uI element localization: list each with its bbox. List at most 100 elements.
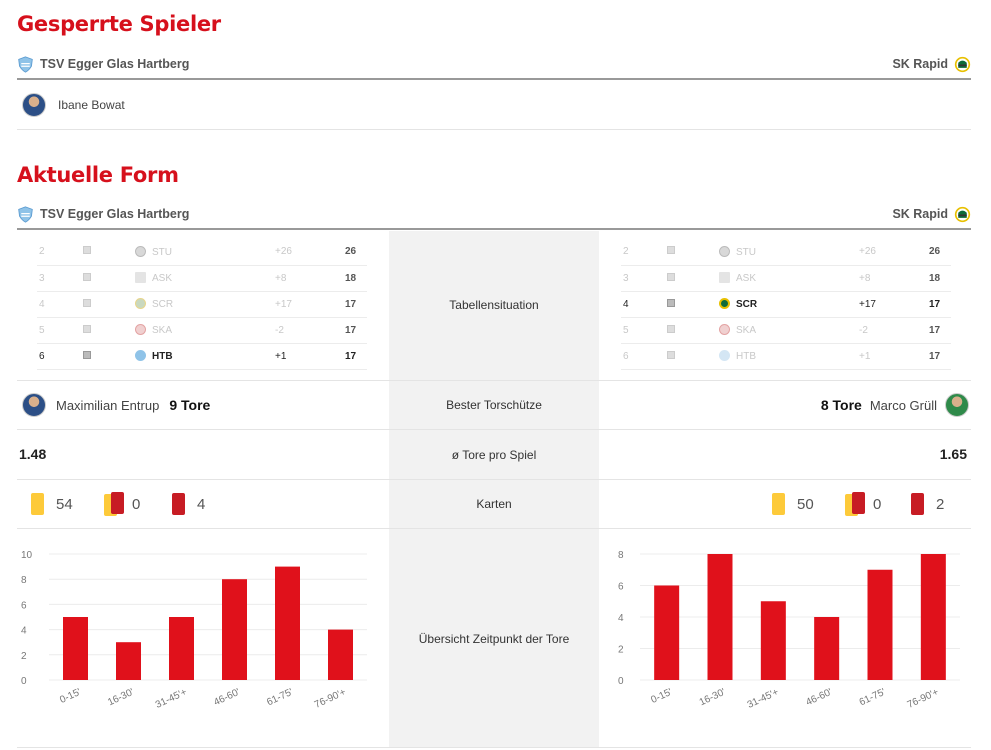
label-table: Tabellensituation [449, 298, 539, 312]
bar [707, 554, 733, 680]
yellow-red-card-icon [104, 492, 126, 516]
banned-home-team[interactable]: TSV Egger Glas Hartberg [40, 57, 190, 71]
player-avatar [22, 93, 46, 117]
form-away-team[interactable]: SK Rapid [892, 207, 948, 221]
bar [654, 585, 680, 680]
x-tick-label: 46-60' [212, 687, 242, 709]
trend-icon [83, 298, 91, 307]
x-tick-label: 31-45'+ [746, 687, 781, 711]
trend-icon [83, 246, 91, 255]
y-tick-label: 8 [21, 575, 27, 586]
table-row[interactable]: 4 SCR +17 17 [621, 291, 951, 318]
x-tick-label: 76-90'+ [906, 687, 941, 711]
label-cards: Karten [476, 497, 512, 511]
trend-icon [667, 246, 675, 255]
banned-player-row[interactable]: Ibane Bowat [22, 93, 125, 117]
banned-team-header: TSV Egger Glas Hartberg SK Rapid [17, 50, 971, 80]
y-tick-label: 4 [618, 613, 624, 624]
banned-away-team[interactable]: SK Rapid [892, 57, 948, 71]
home-cards: 54 0 4 [31, 492, 205, 516]
table-row[interactable]: 6 HTB +1 17 [621, 343, 951, 370]
away-red-count: 2 [936, 495, 945, 513]
away-scorer[interactable]: 8 Tore Marco Grüll [821, 393, 969, 417]
home-yellow-count: 54 [56, 495, 73, 513]
rapid-crest-icon [954, 56, 971, 72]
trend-icon [83, 350, 91, 359]
y-tick-label: 8 [618, 550, 624, 561]
ask-crest-icon [719, 272, 730, 283]
red-card-icon [911, 493, 924, 515]
stu-crest-icon [719, 245, 730, 257]
trend-icon [667, 324, 675, 333]
home-red-count: 4 [197, 495, 206, 513]
scr-crest-icon [135, 298, 146, 309]
hartberg-crest-icon [18, 55, 33, 73]
y-tick-label: 2 [21, 651, 27, 662]
y-tick-label: 4 [21, 626, 27, 637]
bar [63, 617, 88, 680]
home-scorer-avatar [22, 393, 46, 417]
trend-icon [83, 272, 91, 281]
away-yellowred-count: 0 [873, 495, 882, 513]
comparison-center-column [389, 231, 599, 748]
yellow-card-icon [31, 493, 44, 515]
table-row[interactable]: 2 STU +26 26 [621, 239, 951, 266]
bar [222, 579, 247, 680]
away-avg-goals: 1.65 [939, 446, 967, 462]
table-row[interactable]: 4 SCR +17 17 [37, 291, 367, 318]
bar [814, 617, 840, 680]
label-scorer: Bester Torschütze [446, 398, 542, 412]
away-scorer-avatar [945, 393, 969, 417]
away-yellow-count: 50 [797, 495, 814, 513]
home-yellowred-count: 0 [132, 495, 141, 513]
x-tick-label: 31-45'+ [154, 687, 189, 711]
table-row[interactable]: 5 SKA -2 17 [37, 317, 367, 344]
form-team-header: TSV Egger Glas Hartberg SK Rapid [17, 200, 971, 230]
bar [867, 569, 893, 680]
ska-crest-icon [719, 324, 730, 335]
bar [169, 617, 194, 680]
y-tick-label: 0 [21, 676, 27, 687]
bar [116, 642, 141, 680]
stu-crest-icon [135, 245, 146, 257]
y-tick-label: 6 [618, 582, 624, 593]
label-timing: Übersicht Zeitpunkt der Tore [418, 632, 570, 646]
x-tick-label: 61-75' [265, 687, 295, 709]
y-tick-label: 2 [618, 645, 624, 656]
x-tick-label: 0-15' [58, 687, 83, 706]
x-tick-label: 46-60' [804, 687, 834, 709]
table-row[interactable]: 3 ASK +8 18 [37, 265, 367, 292]
away-scorer-name[interactable]: Marco Grüll [869, 397, 937, 413]
home-scorer-name[interactable]: Maximilian Entrup [56, 397, 160, 413]
table-row[interactable]: 5 SKA -2 17 [621, 317, 951, 344]
bar [760, 601, 786, 680]
home-goal-timing-chart: 0 2 4 6 8 10 0-15' 16-30' 31-45'+ 46-60' 61-75' 76-… [21, 550, 367, 711]
home-scorer[interactable]: Maximilian Entrup 9 Tore [22, 393, 210, 417]
htb-crest-icon [135, 350, 146, 361]
form-home-team[interactable]: TSV Egger Glas Hartberg [40, 207, 190, 221]
scr-crest-icon [719, 298, 730, 309]
away-scorer-goals: 8 Tore [820, 397, 862, 413]
x-tick-label: 76-90'+ [313, 687, 348, 711]
x-tick-label: 16-30' [106, 687, 136, 709]
table-row[interactable]: 2 STU +26 26 [37, 239, 367, 266]
bar [920, 554, 946, 680]
yellow-card-icon [772, 493, 785, 515]
banned-player-name[interactable]: Ibane Bowat [58, 98, 125, 112]
table-row[interactable]: 6 HTB +1 17 [37, 343, 367, 370]
red-card-icon [172, 493, 185, 515]
htb-crest-icon [719, 350, 730, 361]
home-avg-goals: 1.48 [19, 446, 47, 462]
trend-icon [667, 298, 675, 307]
table-row[interactable]: 3 ASK +8 18 [621, 265, 951, 292]
y-tick-label: 10 [21, 550, 33, 561]
trend-icon [83, 324, 91, 333]
banned-section-title: Gesperrte Spieler [17, 12, 221, 36]
away-goal-timing-chart: 0 2 4 6 8 0-15' 16-30' 31-45'+ 46-60' 61-75' 76-90… [618, 550, 960, 711]
ska-crest-icon [135, 324, 146, 335]
y-tick-label: 6 [21, 600, 27, 611]
y-tick-label: 0 [618, 676, 624, 687]
bar [275, 566, 300, 680]
